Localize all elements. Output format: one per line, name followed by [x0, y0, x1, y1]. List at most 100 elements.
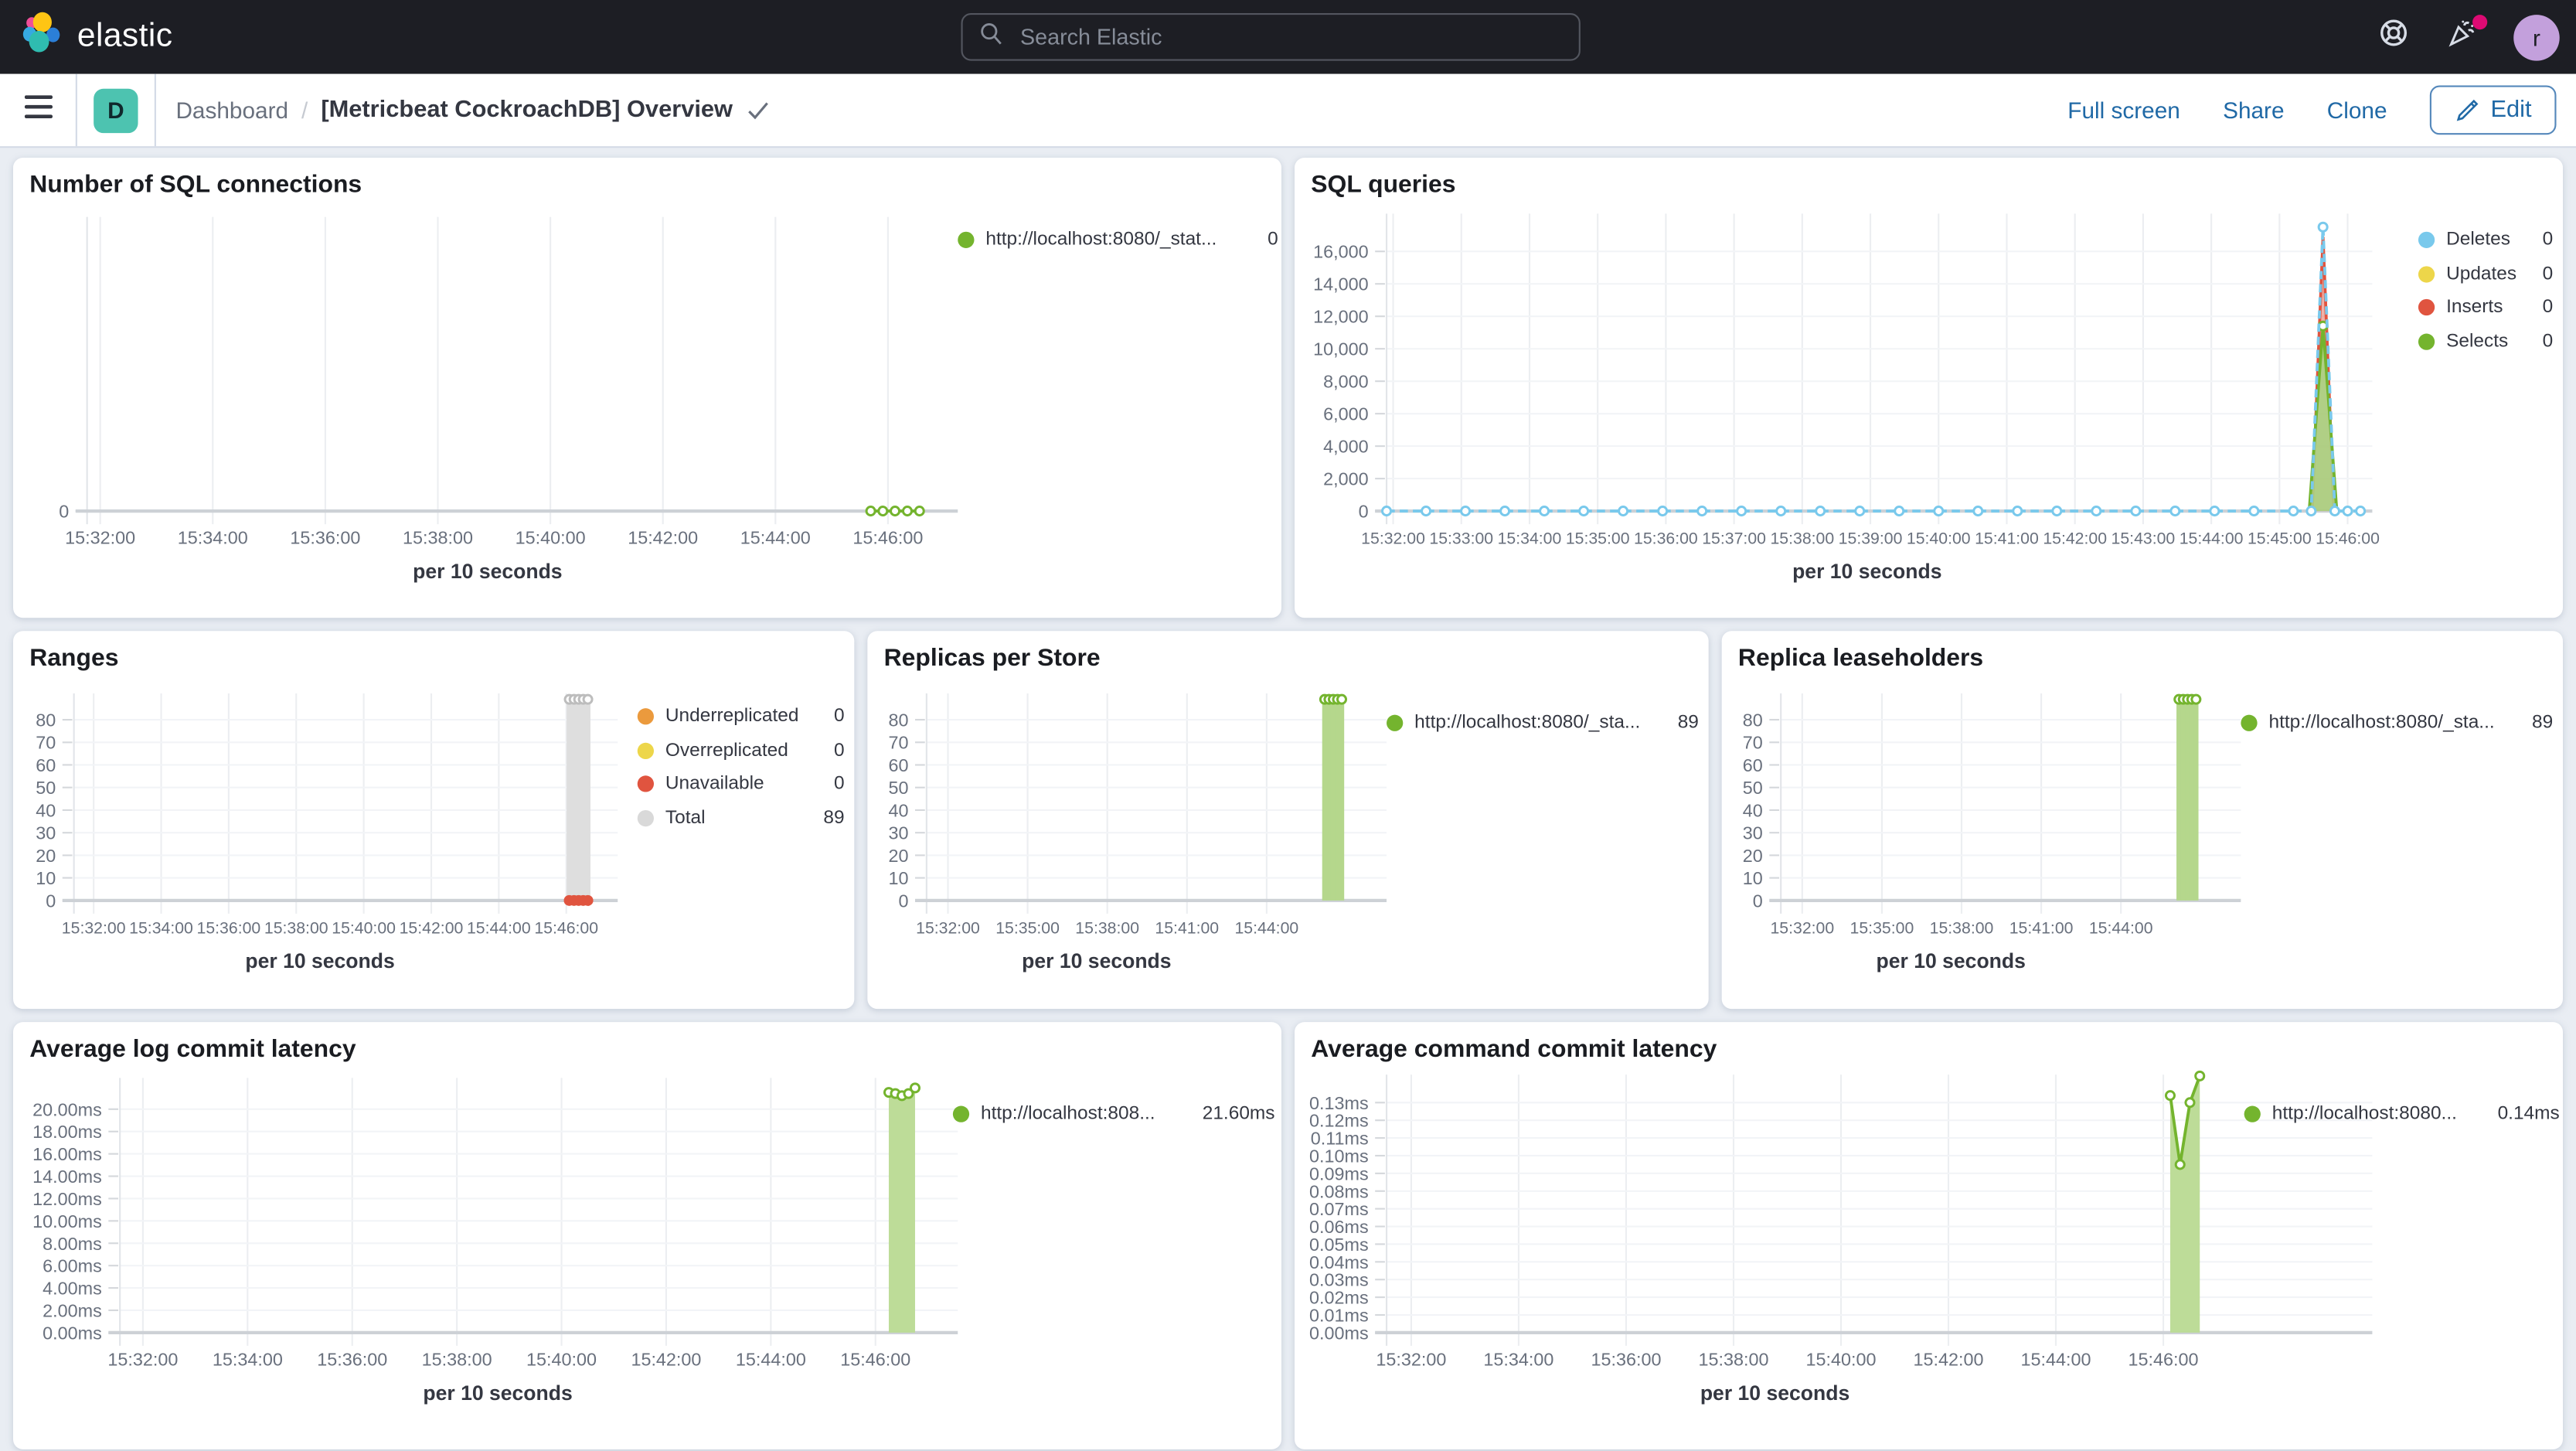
panel-row-2: Ranges 15:32:00 15:34:00 15:36:00 15:38:00 1… — [13, 631, 2563, 1010]
x-axis-title: per 10 seconds — [423, 1381, 572, 1405]
marker — [2012, 506, 2023, 517]
legend-label: Overreplicated — [665, 741, 788, 761]
y-tick-label: 0.01ms — [1309, 1306, 1369, 1326]
nav-menu-button[interactable] — [0, 73, 77, 147]
x-tick-label: 15:44:00 — [736, 1349, 806, 1369]
bar — [1335, 699, 1340, 901]
share-button[interactable]: Share — [2223, 97, 2285, 124]
legend-label: http://localhost:8080/_stat... — [985, 230, 1217, 250]
panel-replica-leaseholders: Replica leaseholders 15:32:00 15:35:00 15:… — [1721, 631, 2563, 1010]
search-input[interactable] — [1016, 22, 1563, 51]
marker — [1894, 506, 1905, 517]
brand[interactable]: elastic — [0, 12, 349, 63]
y-tick-label: 30 — [36, 823, 56, 843]
y-tick-label: 0 — [1753, 891, 1763, 911]
x-tick-label: 15:44:00 — [2180, 530, 2244, 548]
y-tick-label: 0.09ms — [1309, 1163, 1369, 1184]
x-tick-label: 15:42:00 — [628, 528, 698, 548]
legend-item[interactable]: Underreplicated 0 — [637, 700, 845, 734]
panel-title: Average command commit latency — [1311, 1035, 1717, 1064]
marker — [582, 894, 594, 906]
y-tick-label: 40 — [1743, 800, 1763, 820]
area-fill — [888, 1088, 915, 1333]
marker — [1696, 506, 1708, 517]
dashboard-grid: Number of SQL connections 15:32:00 15:34:… — [0, 148, 2576, 1449]
y-tick-label: 70 — [36, 733, 56, 753]
breadcrumb-dashboard-link[interactable]: Dashboard — [175, 97, 289, 124]
legend-label: http://localhost:8080/_sta... — [1414, 714, 1641, 734]
marker — [2184, 1097, 2196, 1109]
legend-value: 21.60ms — [1202, 1104, 1275, 1125]
legend-swatch-icon — [637, 708, 655, 725]
marker — [2130, 506, 2142, 517]
legend-item[interactable]: http://localhost:8080/_stat... 0 — [958, 223, 1278, 257]
marker — [903, 1088, 914, 1099]
legend-swatch-icon — [2418, 232, 2435, 249]
legend-item[interactable]: Selects 0 — [2418, 325, 2553, 359]
title-check-icon[interactable] — [746, 100, 771, 121]
chart-legend: http://localhost:8080/_sta... 89 — [1387, 707, 1699, 741]
legend-swatch-icon — [637, 775, 655, 793]
marker — [914, 506, 925, 517]
x-tick-label: 15:46:00 — [534, 918, 598, 937]
chart-plot[interactable]: 15:32:00 15:33:00 15:34:00 15:35:00 15:36:00… — [1295, 158, 2563, 618]
chart-plot[interactable]: 15:32:00 15:35:00 15:38:00 15:41:00 15:44:00… — [867, 631, 1708, 1009]
x-tick-label: 15:42:00 — [1914, 1349, 1984, 1369]
x-tick-label: 15:39:00 — [1839, 530, 1903, 548]
chart-plot[interactable]: 15:32:00 15:34:00 15:36:00 15:38:00 15:40:00… — [1295, 1022, 2563, 1449]
legend-item[interactable]: Updates 0 — [2418, 257, 2553, 291]
space-badge[interactable]: D — [94, 87, 138, 133]
marker — [890, 506, 901, 517]
y-tick-label: 0.12ms — [1309, 1111, 1369, 1131]
global-search[interactable] — [961, 13, 1581, 61]
y-tick-label: 50 — [888, 778, 908, 798]
edit-button[interactable]: Edit — [2429, 85, 2557, 135]
legend-item[interactable]: http://localhost:808... 21.60ms — [952, 1098, 1275, 1132]
legend-value: 0 — [1268, 230, 1278, 250]
legend-item[interactable]: http://localhost:8080/_sta... 89 — [2241, 707, 2553, 741]
x-tick-label: 15:32:00 — [65, 528, 135, 548]
chart-plot[interactable]: 15:32:00 15:34:00 15:36:00 15:38:00 15:40:00… — [13, 158, 1281, 618]
marker — [2194, 1070, 2206, 1081]
legend-item[interactable]: http://localhost:8080/_sta... 89 — [1387, 707, 1699, 741]
legend-item[interactable]: Total 89 — [637, 801, 845, 835]
marker — [877, 506, 889, 517]
edit-button-label: Edit — [2490, 97, 2532, 124]
x-tick-label: 15:34:00 — [129, 918, 193, 937]
brand-name: elastic — [77, 18, 173, 55]
legend-item[interactable]: Unavailable 0 — [637, 768, 845, 802]
y-tick-label: 16,000 — [1313, 242, 1369, 262]
legend-item[interactable]: http://localhost:8080... 0.14ms — [2244, 1098, 2560, 1132]
legend-item[interactable]: Deletes 0 — [2418, 223, 2553, 257]
chart-plot[interactable]: 15:32:00 15:34:00 15:36:00 15:38:00 15:40:00… — [13, 631, 854, 1009]
party-popper-icon — [2446, 16, 2479, 57]
x-tick-label: 15:42:00 — [2043, 530, 2107, 548]
panel-sql-connections: Number of SQL connections 15:32:00 15:34:… — [13, 158, 1281, 618]
chart-legend: http://localhost:8080/_sta... 89 — [2241, 707, 2553, 741]
newsfeed-button[interactable] — [2445, 14, 2488, 57]
legend-value: 89 — [823, 808, 845, 828]
clone-button[interactable]: Clone — [2326, 97, 2387, 124]
marker — [1381, 506, 1393, 517]
chart-plot[interactable]: 15:32:00 15:35:00 15:38:00 15:41:00 15:44:00… — [1722, 631, 2563, 1009]
y-tick-label: 0.00ms — [1309, 1323, 1369, 1343]
user-avatar[interactable]: r — [2513, 14, 2560, 60]
marker — [2164, 1090, 2176, 1102]
help-button[interactable] — [2376, 19, 2412, 55]
x-tick-label: 15:32:00 — [1361, 530, 1425, 548]
x-tick-label: 15:44:00 — [740, 528, 811, 548]
full-screen-button[interactable]: Full screen — [2067, 97, 2180, 124]
x-tick-label: 15:46:00 — [2129, 1349, 2199, 1369]
chart-legend: Underreplicated 0 Overreplicated 0 Unavailab… — [637, 700, 845, 835]
legend-item[interactable]: Inserts 0 — [2418, 291, 2553, 325]
legend-label: Unavailable — [665, 774, 764, 795]
chart-plot[interactable]: 15:32:00 15:34:00 15:36:00 15:38:00 15:40:00… — [13, 1022, 1281, 1449]
marker — [909, 1082, 920, 1094]
legend-label: http://localhost:8080/_sta... — [2268, 714, 2495, 734]
y-tick-label: 0.06ms — [1309, 1217, 1369, 1237]
y-tick-label: 10 — [1743, 868, 1763, 888]
bar — [584, 699, 590, 901]
legend-swatch-icon — [2241, 715, 2258, 732]
legend-item[interactable]: Overreplicated 0 — [637, 734, 845, 768]
area-fill — [2309, 325, 2337, 512]
